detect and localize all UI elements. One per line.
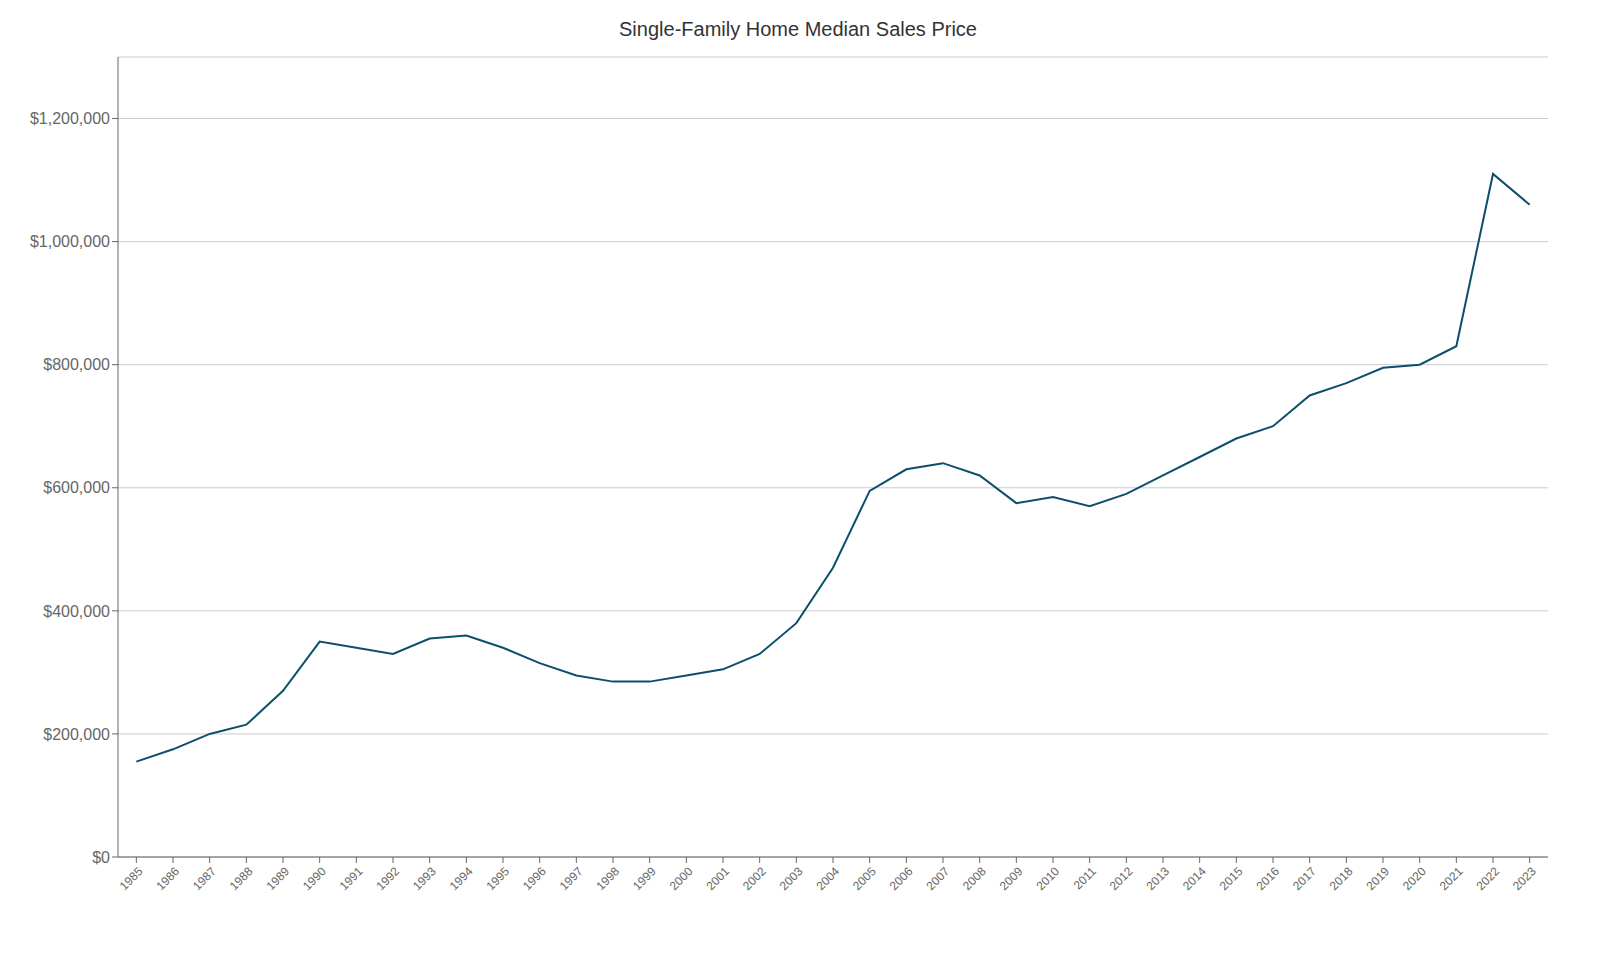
svg-text:$200,000: $200,000 <box>43 726 110 743</box>
svg-text:2003: 2003 <box>777 864 806 893</box>
svg-text:$1,200,000: $1,200,000 <box>30 110 110 127</box>
svg-text:2009: 2009 <box>997 864 1026 893</box>
svg-text:$1,000,000: $1,000,000 <box>30 233 110 250</box>
svg-text:2023: 2023 <box>1510 864 1539 893</box>
svg-text:1985: 1985 <box>117 864 146 893</box>
svg-text:$800,000: $800,000 <box>43 356 110 373</box>
svg-text:2022: 2022 <box>1473 864 1502 893</box>
svg-text:2017: 2017 <box>1290 864 1319 893</box>
svg-text:2006: 2006 <box>887 864 916 893</box>
svg-text:2019: 2019 <box>1363 864 1392 893</box>
html-text:Single-Family Home Median Sale: Single-Family Home Median Sales Price <box>619 18 977 40</box>
svg-text:2007: 2007 <box>923 864 952 893</box>
svg-text:1988: 1988 <box>227 864 256 893</box>
svg-text:2016: 2016 <box>1253 864 1282 893</box>
svg-text:2011: 2011 <box>1071 864 1099 892</box>
svg-text:$600,000: $600,000 <box>43 479 110 496</box>
svg-text:2002: 2002 <box>740 864 769 893</box>
svg-text:1993: 1993 <box>410 864 439 893</box>
svg-text:1996: 1996 <box>520 864 549 893</box>
svg-text:2018: 2018 <box>1327 864 1356 893</box>
svg-text:1987: 1987 <box>190 864 219 893</box>
svg-text:2015: 2015 <box>1217 864 1246 893</box>
svg-text:2012: 2012 <box>1107 864 1136 893</box>
svg-text:2021: 2021 <box>1437 864 1466 893</box>
svg-text:2010: 2010 <box>1033 864 1062 893</box>
svg-text:1991: 1991 <box>337 864 366 893</box>
svg-text:1995: 1995 <box>483 864 512 893</box>
svg-text:1989: 1989 <box>263 864 292 893</box>
svg-text:2001: 2001 <box>703 864 732 893</box>
svg-text:1997: 1997 <box>557 864 586 893</box>
svg-text:$400,000: $400,000 <box>43 603 110 620</box>
svg-text:2008: 2008 <box>960 864 989 893</box>
svg-text:1998: 1998 <box>593 864 622 893</box>
svg-text:1986: 1986 <box>153 864 182 893</box>
svg-text:2005: 2005 <box>850 864 879 893</box>
svg-text:2014: 2014 <box>1180 864 1209 893</box>
svg-text:1992: 1992 <box>373 864 402 893</box>
svg-text:2013: 2013 <box>1143 864 1172 893</box>
svg-text:1994: 1994 <box>447 864 476 893</box>
svg-text:2004: 2004 <box>813 864 842 893</box>
svg-text:2020: 2020 <box>1400 864 1429 893</box>
svg-text:$0: $0 <box>92 849 110 866</box>
svg-text:1990: 1990 <box>300 864 329 893</box>
svg-text:1999: 1999 <box>630 864 659 893</box>
svg-text:2000: 2000 <box>667 864 696 893</box>
